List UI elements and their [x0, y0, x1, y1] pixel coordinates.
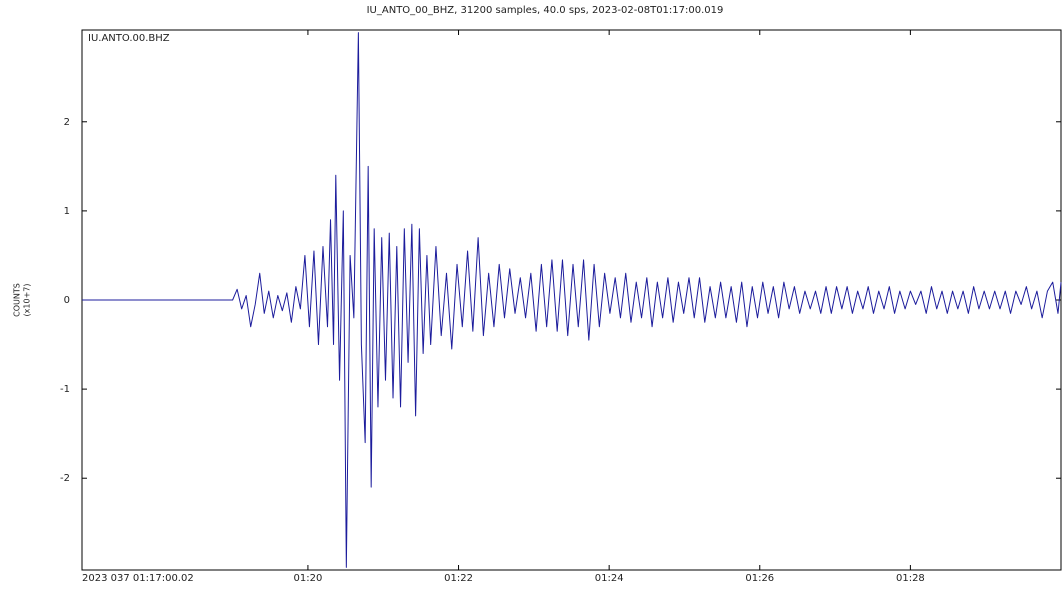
y-label-line: (x10+7) — [23, 284, 32, 317]
y-tick-label: 0 — [64, 295, 70, 306]
station-label: IU.ANTO.00.BHZ — [88, 33, 170, 44]
y-tick-label: -1 — [60, 384, 70, 395]
y-tick-label: 2 — [64, 117, 70, 128]
y-axis-label: COUNTS (x10+7) — [13, 283, 32, 317]
x-tick-label: 01:26 — [745, 573, 774, 584]
x-tick-label: 01:22 — [444, 573, 473, 584]
y-tick-label: -2 — [60, 473, 70, 484]
x-tick-label: 01:28 — [896, 573, 925, 584]
x-tick-label: 2023 037 01:17:00.02 — [82, 573, 194, 584]
x-tick-label: 01:20 — [294, 573, 323, 584]
chart-title: IU_ANTO_00_BHZ, 31200 samples, 40.0 sps,… — [367, 5, 724, 16]
waveform — [82, 32, 1062, 568]
y-label-line: COUNTS — [13, 283, 22, 317]
y-tick-label: 1 — [64, 206, 70, 217]
x-tick-label: 01:24 — [595, 573, 624, 584]
